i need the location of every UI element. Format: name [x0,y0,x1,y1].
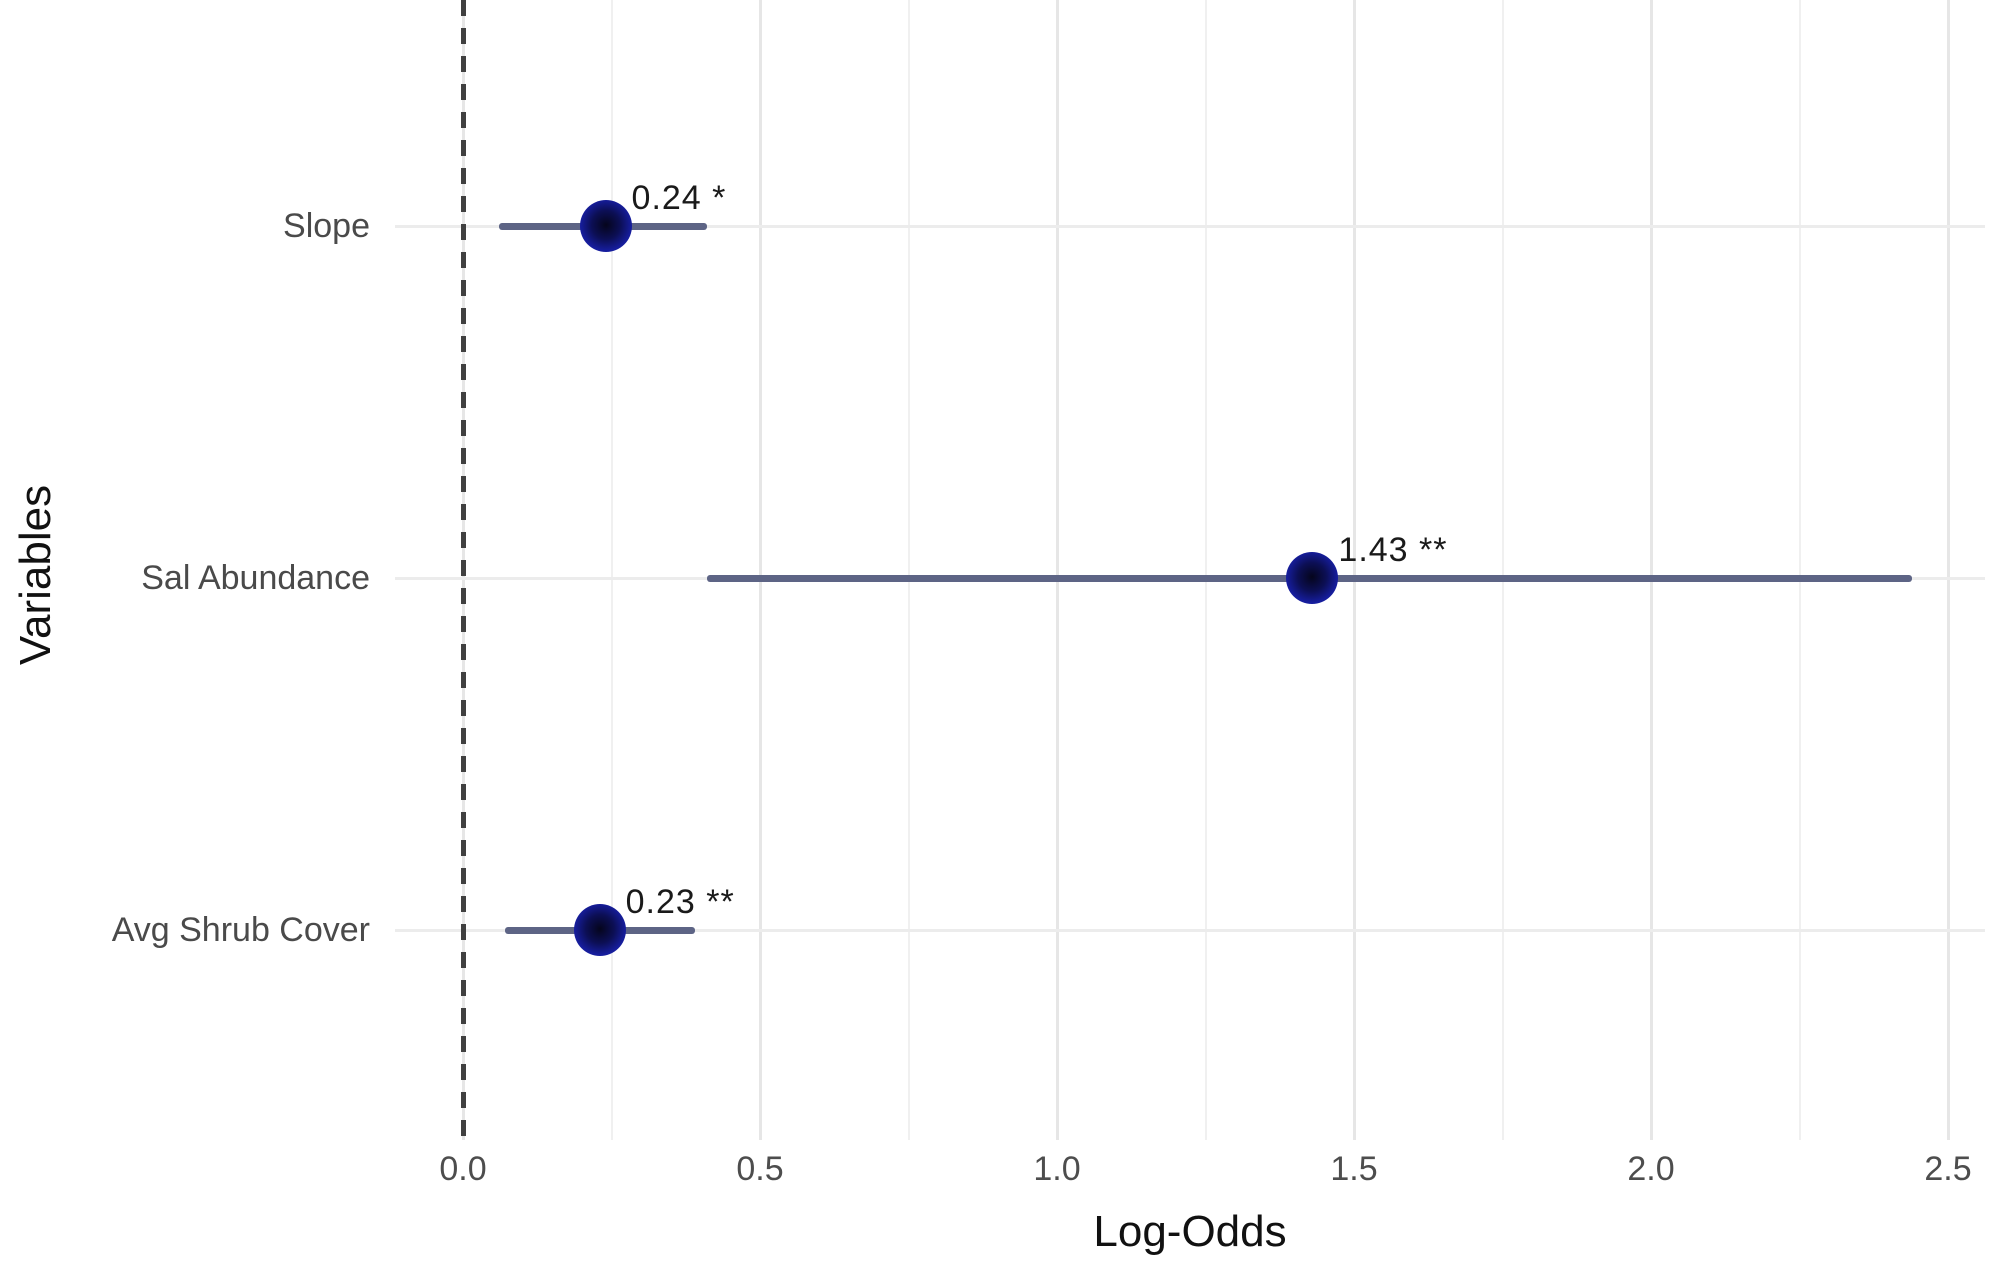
estimate-point [1286,552,1339,604]
gridline-major [1946,0,1950,1140]
gridline-major [1649,0,1653,1140]
estimate-point [579,200,632,252]
gridline-minor [907,0,910,1140]
row-gridline [395,224,1985,228]
y-axis-category-label: Sal Abundance [141,559,370,597]
gridline-major [758,0,762,1140]
estimate-value-label: 1.43 ** [1338,531,1448,569]
x-axis-tick-label: 2.0 [1627,1150,1675,1188]
gridline-major [1055,0,1059,1140]
x-axis-tick-label: 2.5 [1924,1150,1972,1188]
row-gridline [395,928,1985,932]
estimate-value-label: 0.23 ** [625,883,735,921]
estimate-point [573,904,626,956]
gridline-minor [610,0,613,1140]
plot-panel: 0.24 * 1.43 ** 0.23 ** [395,0,1985,1143]
gridline-minor [1798,0,1801,1140]
zero-reference-line [460,0,466,1143]
x-axis-tick-label: 1.0 [1033,1150,1081,1188]
gridline-minor [1204,0,1207,1140]
gridline-major [1352,0,1356,1140]
gridline-minor [1501,0,1504,1140]
x-axis-tick-label: 0.0 [439,1150,487,1188]
y-axis-title: Variables [11,484,60,666]
y-axis-category-label: Avg Shrub Cover [111,911,370,949]
estimate-value-label: 0.24 * [631,179,727,217]
y-axis-category-label: Slope [283,207,370,245]
x-axis-title: Log-Odds [1093,1207,1287,1256]
x-axis-tick-label: 0.5 [736,1150,784,1188]
x-axis-tick-label: 1.5 [1330,1150,1378,1188]
